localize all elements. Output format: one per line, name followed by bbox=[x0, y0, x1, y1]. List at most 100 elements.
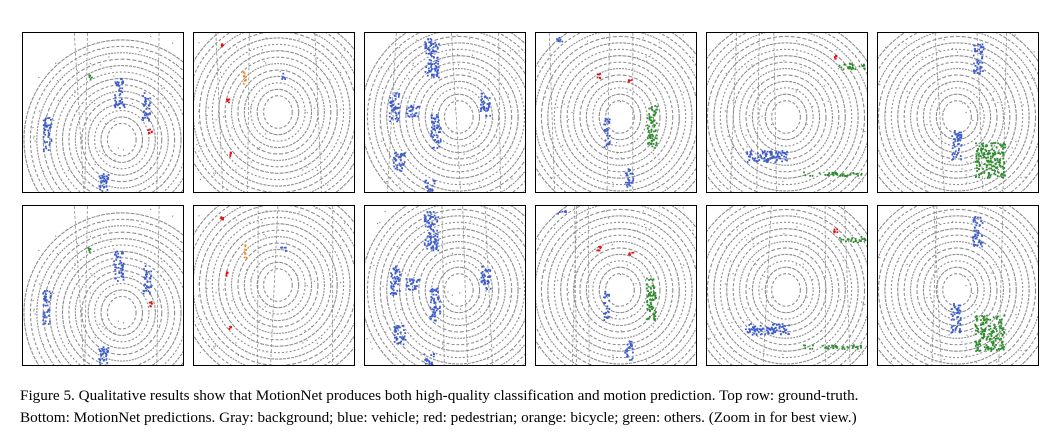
vehicle-point bbox=[779, 152, 782, 155]
background-point bbox=[316, 169, 318, 171]
background-point bbox=[993, 91, 995, 93]
others-points bbox=[88, 74, 93, 80]
scan-ring bbox=[878, 208, 1037, 365]
background-points bbox=[878, 206, 1038, 365]
others-point bbox=[649, 294, 652, 297]
vehicle-point bbox=[769, 157, 772, 160]
vehicle-point bbox=[608, 294, 610, 297]
vehicle-point bbox=[390, 102, 392, 105]
vehicle-point bbox=[409, 110, 412, 113]
vehicle-point bbox=[142, 119, 144, 121]
others-point bbox=[992, 142, 995, 145]
others-point bbox=[852, 241, 855, 243]
vehicle-point bbox=[407, 115, 410, 117]
background-point bbox=[972, 119, 974, 121]
vehicle-point bbox=[432, 230, 435, 233]
lidar-bev-plot bbox=[365, 206, 525, 365]
background-point bbox=[382, 285, 384, 288]
scan-ring bbox=[922, 80, 992, 154]
vehicle-point bbox=[626, 174, 629, 177]
background-point bbox=[645, 360, 648, 362]
vehicle-point bbox=[100, 180, 103, 183]
others-point bbox=[1000, 327, 1003, 329]
vehicle-point bbox=[748, 324, 751, 326]
vehicle-point bbox=[433, 63, 436, 65]
lidar-bev-plot bbox=[365, 33, 525, 192]
vehicle-point bbox=[438, 300, 441, 303]
vehicle-point bbox=[482, 276, 485, 279]
vehicle-point bbox=[47, 149, 50, 152]
vehicle-point bbox=[48, 142, 51, 145]
vehicle-point bbox=[42, 124, 45, 127]
background-point bbox=[538, 89, 541, 92]
scan-ring bbox=[379, 208, 525, 365]
vehicle-point bbox=[414, 115, 417, 117]
vehicle-point bbox=[631, 357, 634, 360]
others-point bbox=[979, 349, 982, 352]
vehicle-point bbox=[115, 83, 118, 85]
background-point bbox=[645, 56, 647, 58]
others-point bbox=[827, 174, 830, 177]
background-point bbox=[508, 185, 511, 187]
scan-ring bbox=[237, 242, 319, 328]
vehicle-point bbox=[411, 115, 414, 118]
vehicle-point bbox=[605, 143, 608, 146]
vehicle-point bbox=[121, 267, 124, 269]
background-point bbox=[538, 65, 540, 67]
others-point bbox=[1000, 325, 1002, 327]
background-point bbox=[854, 228, 857, 230]
others-point bbox=[89, 78, 92, 80]
vehicle-point bbox=[395, 265, 398, 268]
background-point bbox=[683, 91, 685, 93]
vehicle-point bbox=[604, 296, 606, 299]
others-point bbox=[655, 134, 658, 137]
vehicle-point bbox=[766, 326, 768, 329]
background-point bbox=[104, 155, 106, 157]
others-point bbox=[998, 163, 1001, 166]
others-point bbox=[990, 144, 993, 147]
ego-area bbox=[948, 277, 966, 303]
background-point bbox=[636, 230, 638, 232]
vehicle-point bbox=[760, 333, 763, 335]
vehicle-point bbox=[972, 235, 975, 238]
background-point bbox=[858, 177, 860, 180]
ego-area bbox=[449, 277, 468, 303]
vehicle-point bbox=[122, 82, 124, 84]
background-point bbox=[415, 246, 418, 248]
vehicle-point bbox=[390, 117, 393, 120]
panel-ground-truth-scene-1 bbox=[22, 32, 184, 193]
background-point bbox=[620, 330, 622, 332]
others-point bbox=[987, 335, 990, 338]
others-point bbox=[997, 171, 1000, 174]
vehicle-point bbox=[399, 169, 401, 172]
background-point bbox=[66, 56, 68, 58]
background-point bbox=[611, 244, 613, 246]
background-point bbox=[558, 174, 560, 176]
vehicle-point bbox=[394, 106, 397, 109]
vehicle-point bbox=[49, 295, 52, 297]
background-point bbox=[263, 233, 265, 236]
vehicle-point bbox=[629, 344, 632, 347]
vehicle-point bbox=[770, 326, 773, 329]
vehicle-point bbox=[487, 102, 490, 105]
vehicle-point bbox=[435, 306, 438, 309]
vehicle-point bbox=[43, 129, 46, 132]
vehicle-point bbox=[394, 272, 397, 275]
vehicle-point bbox=[952, 141, 955, 144]
object-points bbox=[388, 38, 492, 192]
others-point bbox=[986, 159, 988, 162]
others-point bbox=[978, 176, 980, 179]
vehicle-point bbox=[436, 236, 439, 238]
vehicle-point bbox=[405, 278, 408, 280]
background-point bbox=[854, 55, 857, 57]
vehicle-point bbox=[418, 105, 421, 108]
vehicle-point bbox=[434, 50, 437, 53]
vehicle-point bbox=[115, 103, 118, 106]
others-point bbox=[988, 161, 991, 163]
others-point bbox=[985, 346, 988, 349]
lidar-bev-plot bbox=[707, 206, 867, 365]
vehicle-point bbox=[772, 156, 775, 158]
vehicle-point bbox=[397, 268, 400, 271]
vehicle-point bbox=[783, 151, 786, 154]
vehicle-point bbox=[391, 100, 394, 103]
